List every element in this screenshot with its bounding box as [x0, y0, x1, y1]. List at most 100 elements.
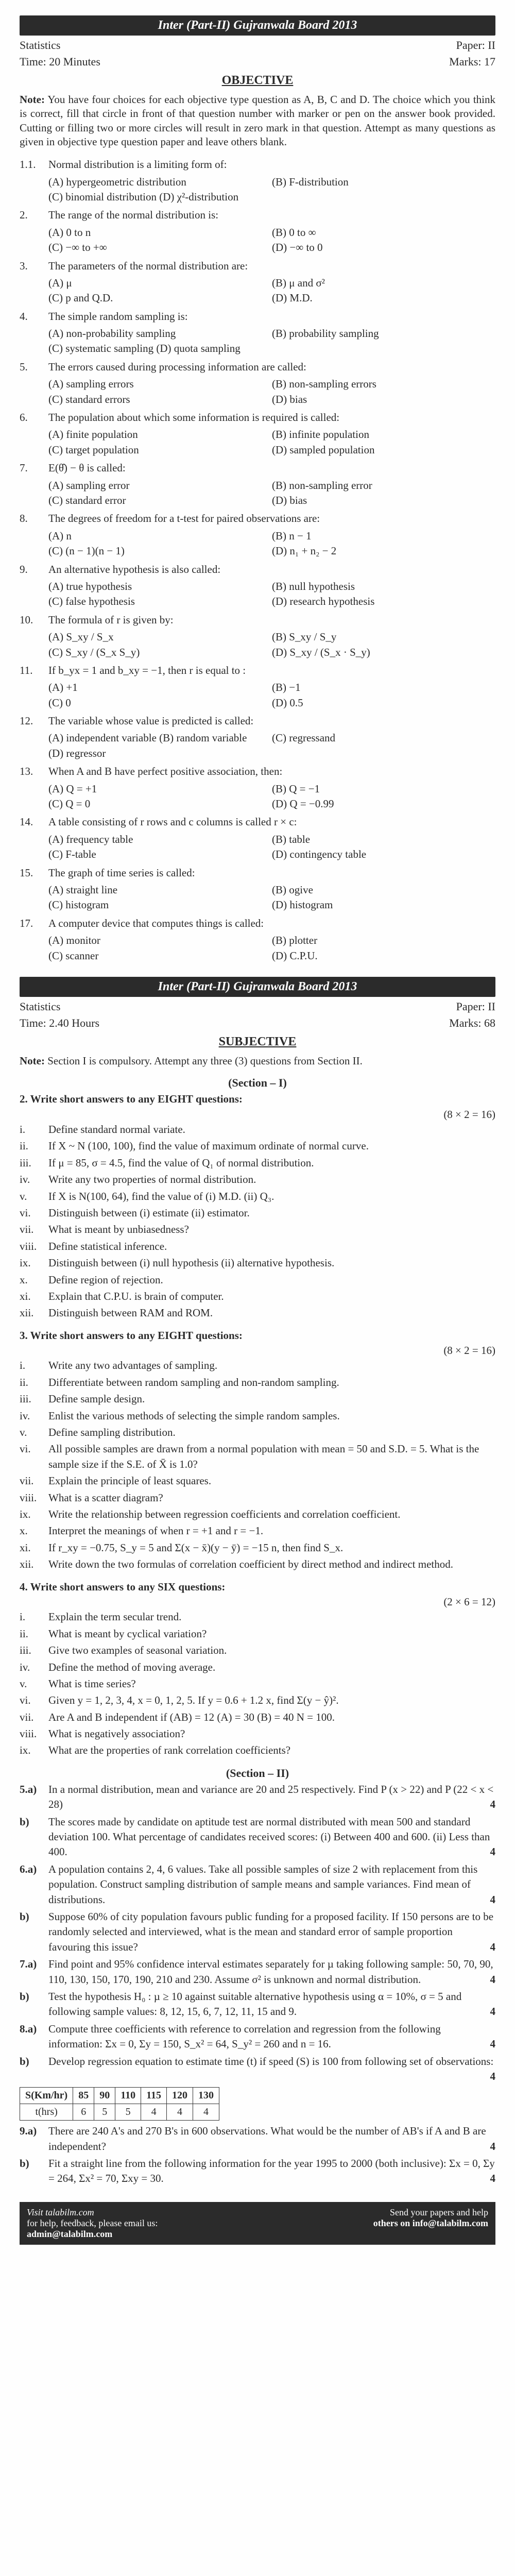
mcq-option: (C) −∞ to +∞ [48, 240, 272, 255]
sub-roman: ii. [20, 1626, 48, 1641]
long-q-marks: 4 [490, 1797, 496, 1812]
obj-meta-row-1: Statistics Paper: II [20, 39, 495, 52]
mcq-num: 9. [20, 562, 48, 577]
subjective-header-bar: Inter (Part-II) Gujranwala Board 2013 [20, 977, 495, 997]
mcq-row: 5. The errors caused during processing i… [20, 360, 495, 375]
footer-send: Send your papers and help [373, 2207, 488, 2218]
sub-text: What is meant by cyclical variation? [48, 1626, 495, 1641]
mcq-option: (D) −∞ to 0 [272, 240, 495, 255]
footer-info: others on info@talabilm.com [373, 2218, 488, 2229]
sub-question: iv. Define the method of moving average. [20, 1660, 495, 1675]
mcq-row: 12. The variable whose value is predicte… [20, 714, 495, 728]
mcq-num: 6. [20, 410, 48, 425]
mcq-option: (A) non-probability sampling [48, 326, 272, 341]
mcq-option: (D) Q = −0.99 [272, 796, 495, 811]
mcq-option: (C) systematic sampling (D) quota sampli… [48, 341, 272, 356]
long-question: b) The scores made by candidate on aptit… [20, 1815, 495, 1860]
mcq-num: 5. [20, 360, 48, 375]
mcq-option: (A) straight line [48, 883, 272, 897]
mcq-options: (A) n(B) n − 1(C) (n − 1)(n − 1)(D) n₁ +… [48, 529, 495, 559]
mcq-text: The graph of time series is called: [48, 866, 495, 880]
sub-question: xi. If r_xy = −0.75, S_y = 5 and Σ(x − x… [20, 1540, 495, 1555]
sub-roman: v. [20, 1676, 48, 1691]
sub-roman: ix. [20, 1507, 48, 1522]
table-cell: 6 [73, 2104, 94, 2121]
mcq-option: (B) μ and σ² [272, 276, 495, 291]
mcq-option: (D) regressor [48, 746, 272, 761]
mcq-options: (A) frequency table(B) table(C) F-table(… [48, 832, 495, 862]
q2-head-text: 2. Write short answers to any EIGHT ques… [20, 1093, 243, 1105]
sub-question: ii. What is meant by cyclical variation? [20, 1626, 495, 1641]
mcq-option: (B) non-sampling error [272, 478, 495, 493]
long-q-text: Fit a straight line from the following i… [48, 2156, 495, 2187]
mcq-option: (C) histogram [48, 897, 272, 912]
subj-subject: Statistics [20, 1000, 60, 1013]
mcq-row: 6. The population about which some infor… [20, 410, 495, 425]
sub-roman: ix. [20, 1743, 48, 1758]
mcq-options: (A) finite population(B) infinite popula… [48, 427, 495, 457]
subj-meta-row-2: Time: 2.40 Hours Marks: 68 [20, 1016, 495, 1030]
mcq-option: (B) 0 to ∞ [272, 225, 495, 240]
sub-text: Interpret the meanings of when r = +1 an… [48, 1523, 495, 1538]
q4-head-text: 4. Write short answers to any SIX questi… [20, 1581, 225, 1593]
long-q-text: Compute three coefficients with referenc… [48, 2022, 495, 2052]
sub-text: What are the properties of rank correlat… [48, 1743, 495, 1758]
obj-time: Time: 20 Minutes [20, 55, 100, 69]
mcq-text: The simple random sampling is: [48, 309, 495, 324]
mcq-option: (D) sampled population [272, 443, 495, 457]
mcq-text: The parameters of the normal distributio… [48, 259, 495, 274]
sub-roman: vi. [20, 1206, 48, 1221]
q8b-table: S(Km/hr)8590110115120130 t(hrs)655444 [20, 2087, 219, 2121]
mcq-option: (B) null hypothesis [272, 579, 495, 594]
sub-text: Define standard normal variate. [48, 1122, 495, 1137]
sub-roman: v. [20, 1189, 48, 1204]
long-q-marks: 4 [490, 1892, 496, 1907]
mcq-option: (C) standard errors [48, 392, 272, 407]
sub-question: i. Explain the term secular trend. [20, 1609, 495, 1624]
sub-text: All possible samples are drawn from a no… [48, 1442, 495, 1472]
mcq-option: (D) bias [272, 392, 495, 407]
long-q-list: 5.a) In a normal distribution, mean and … [20, 1782, 495, 2084]
mcq-option: (B) plotter [272, 933, 495, 948]
sub-question: i. Define standard normal variate. [20, 1122, 495, 1137]
mcq-option: (C) Q = 0 [48, 796, 272, 811]
obj-paper: Paper: II [456, 39, 495, 52]
long-q-num: b) [20, 2054, 48, 2069]
mcq-num: 4. [20, 309, 48, 324]
sub-roman: vii. [20, 1222, 48, 1237]
sub-text: What is time series? [48, 1676, 495, 1691]
q4-heading: 4. Write short answers to any SIX questi… [20, 1580, 495, 1595]
mcq-option: (A) sampling error [48, 478, 272, 493]
mcq-options: (A) μ(B) μ and σ²(C) p and Q.D.(D) M.D. [48, 276, 495, 306]
mcq-row: 8. The degrees of freedom for a t-test f… [20, 511, 495, 526]
mcq-option: (B) infinite population [272, 427, 495, 442]
table-cell: 4 [193, 2104, 219, 2121]
sub-roman: viii. [20, 1726, 48, 1741]
obj-marks: Marks: 17 [449, 55, 495, 69]
long-question: b) Fit a straight line from the followin… [20, 2156, 495, 2187]
footer-left: Visit talabilm.com for help, feedback, p… [27, 2207, 158, 2240]
mcq-row: 3. The parameters of the normal distribu… [20, 259, 495, 274]
sub-question: ii. If X ~ N (100, 100), find the value … [20, 1139, 495, 1154]
sub-text: If μ = 85, σ = 4.5, find the value of Q₁… [48, 1156, 495, 1171]
mcq-options: (A) independent variable (B) random vari… [48, 731, 495, 761]
long-q-text: Develop regression equation to estimate … [48, 2054, 495, 2084]
sub-roman: iv. [20, 1409, 48, 1423]
mcq-option: (C) S_xy / (S_x S_y) [48, 645, 272, 660]
objective-note: Note: You have four choices for each obj… [20, 93, 495, 149]
sub-roman: x. [20, 1523, 48, 1538]
mcq-option: (C) scanner [48, 948, 272, 963]
mcq-row: 11. If b_yx = 1 and b_xy = −1, then r is… [20, 663, 495, 678]
sub-text: Give two examples of seasonal variation. [48, 1643, 495, 1658]
mcq-num: 3. [20, 259, 48, 274]
mcq-option: (A) independent variable (B) random vari… [48, 731, 272, 745]
sub-text: Define region of rejection. [48, 1273, 495, 1287]
sub-question: vii. Are A and B independent if (AB) = 1… [20, 1710, 495, 1725]
long-q-marks: 4 [490, 2037, 496, 2052]
sub-question: v. Define sampling distribution. [20, 1425, 495, 1440]
sub-question: vii. What is meant by unbiasedness? [20, 1222, 495, 1237]
mcq-text: When A and B have perfect positive assoc… [48, 764, 495, 779]
mcq-num: 7. [20, 461, 48, 476]
mcq-option: (B) S_xy / S_y [272, 630, 495, 645]
sub-roman: vi. [20, 1442, 48, 1456]
